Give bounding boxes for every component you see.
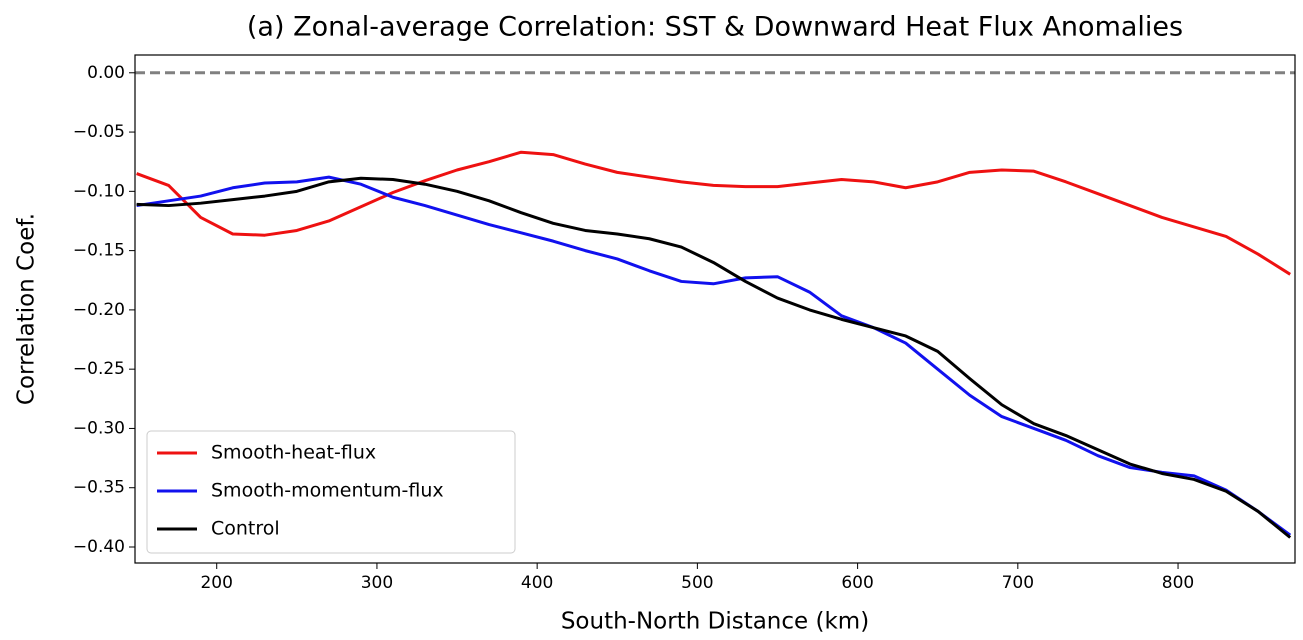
x-tick-label: 300 — [361, 573, 393, 593]
series-line — [136, 150, 1291, 276]
legend-label: Smooth-heat-flux — [211, 442, 376, 464]
chart-title: (a) Zonal-average Correlation: SST & Dow… — [247, 12, 1183, 43]
y-tick-label: −0.20 — [73, 300, 125, 320]
legend-label: Control — [211, 518, 280, 540]
y-tick-label: −0.40 — [73, 537, 125, 557]
y-tick-label: −0.10 — [73, 181, 125, 201]
y-tick-label: −0.15 — [73, 241, 125, 261]
x-tick-label: 400 — [521, 573, 553, 593]
y-tick-label: 0.00 — [87, 63, 125, 83]
series-line — [136, 175, 1292, 537]
y-tick-label: −0.05 — [73, 122, 125, 142]
x-tick-label: 700 — [1002, 573, 1034, 593]
legend-label: Smooth-momentum-flux — [211, 480, 444, 502]
y-tick-label: −0.35 — [73, 478, 125, 498]
x-tick-label: 800 — [1162, 573, 1194, 593]
x-tick-label: 200 — [200, 573, 232, 593]
x-axis-label: South-North Distance (km) — [561, 609, 869, 635]
series-line — [136, 176, 1292, 539]
x-tick-label: 600 — [841, 573, 873, 593]
x-tick-label: 500 — [681, 573, 713, 593]
y-tick-label: −0.30 — [73, 418, 125, 438]
y-axis-label: Correlation Coef. — [14, 213, 40, 405]
y-tick-label: −0.25 — [73, 359, 125, 379]
plot-frame — [134, 54, 1296, 564]
legend-box — [146, 430, 516, 554]
